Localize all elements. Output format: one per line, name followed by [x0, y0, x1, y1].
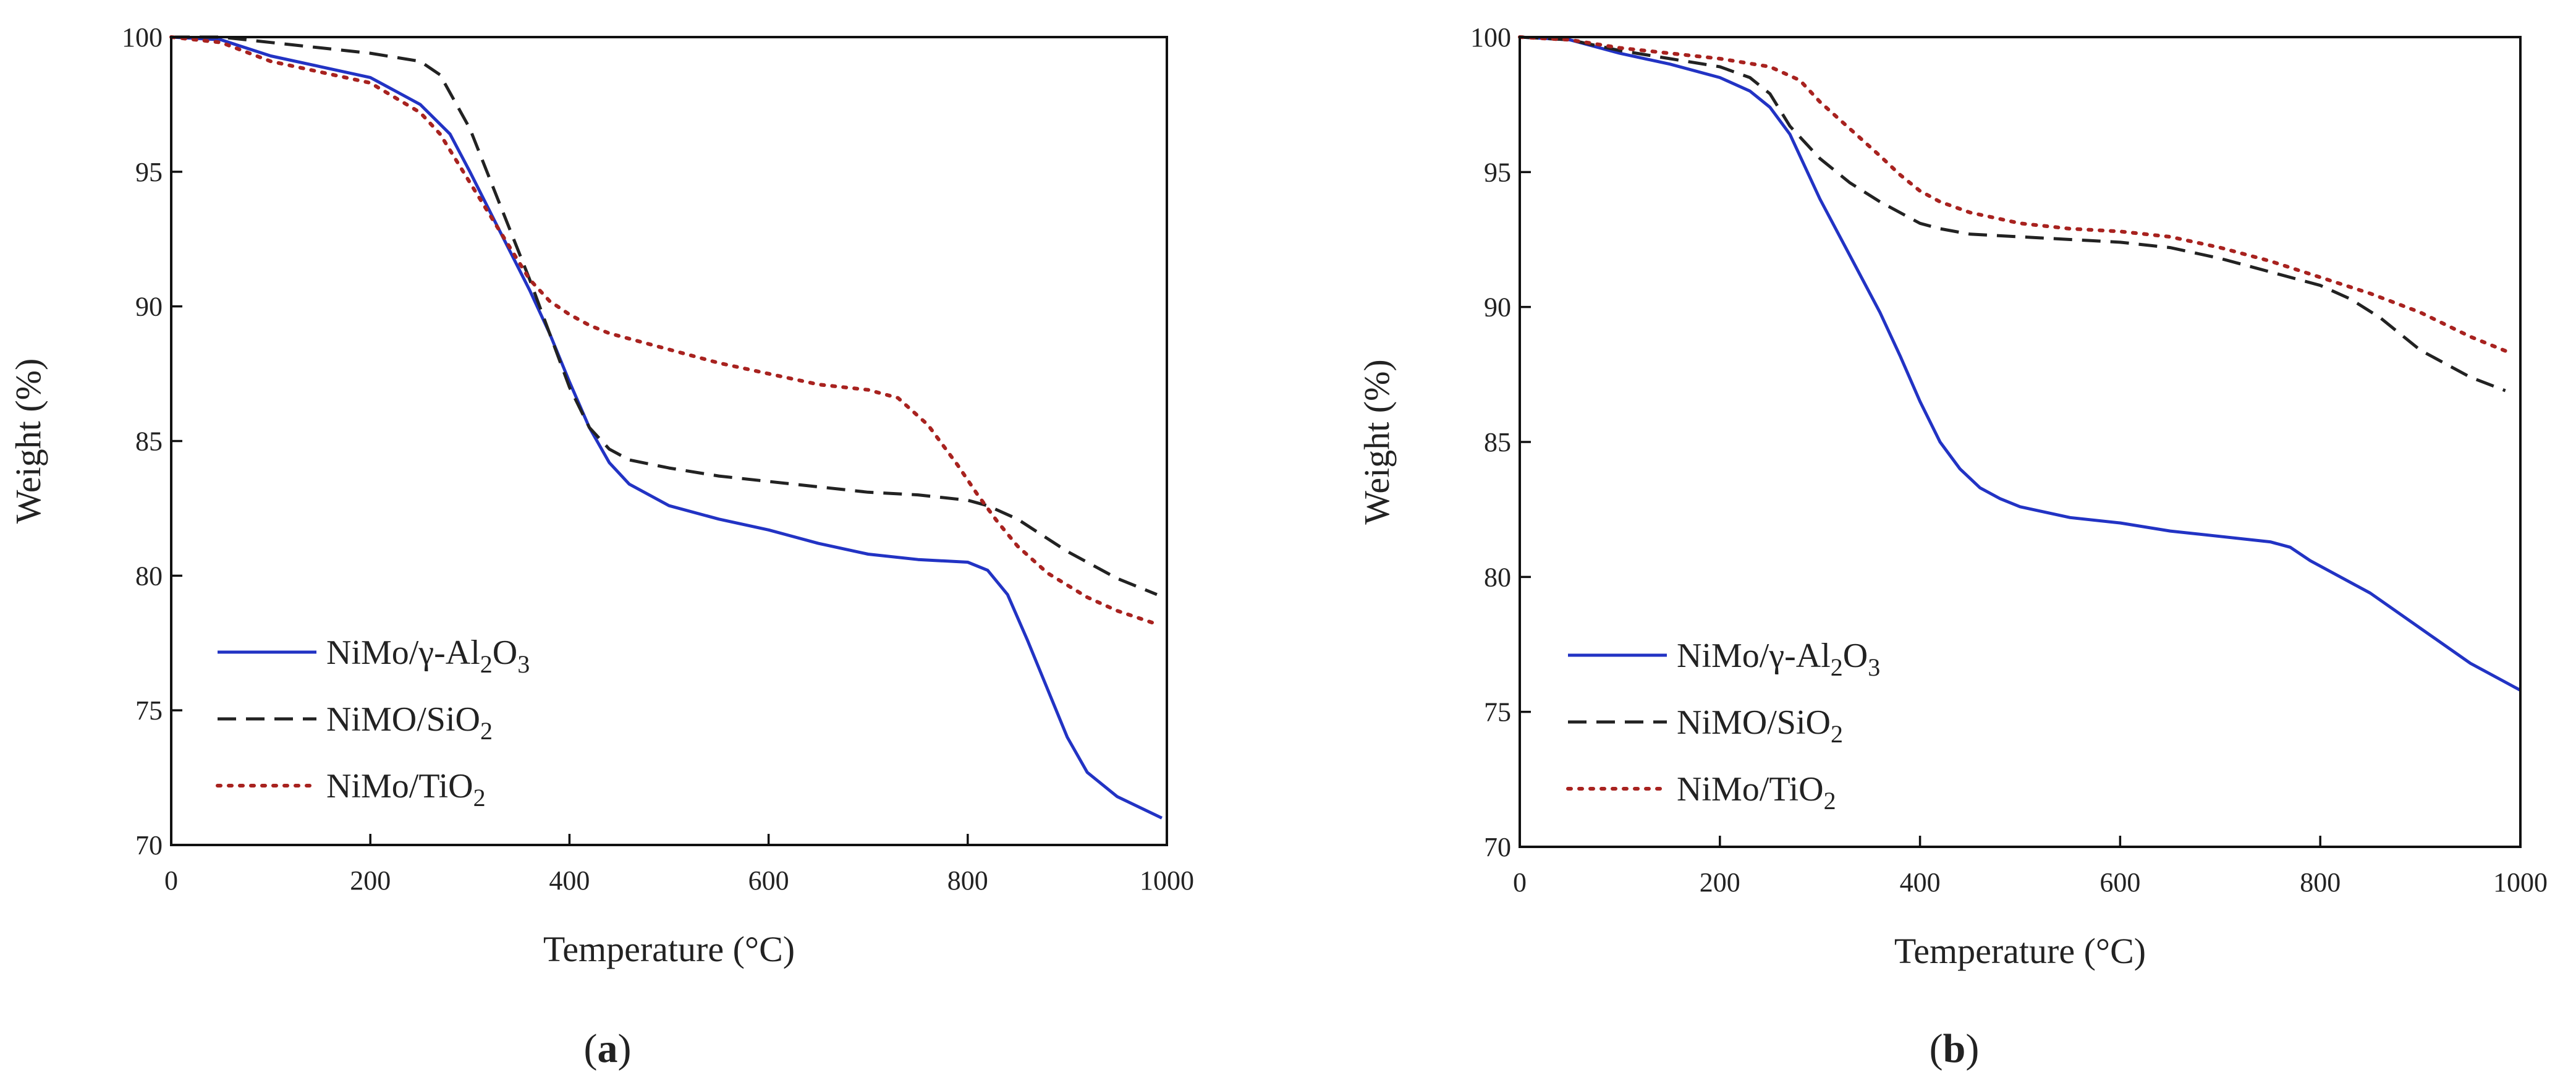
legend-label: NiMO/SiO2 — [1677, 703, 1843, 748]
legend-label: NiMo/γ-Al2O3 — [326, 634, 530, 678]
y-axis-title: Weight (%) — [1357, 359, 1397, 525]
legend-subscript: 2 — [480, 717, 493, 745]
y-tick-label: 100 — [122, 22, 163, 53]
y-tick-label: 90 — [1484, 292, 1511, 323]
legend-subscript: 3 — [1868, 653, 1880, 681]
y-tick-label: 75 — [1484, 697, 1511, 728]
legend-text: NiMO/SiO — [1677, 703, 1831, 742]
x-tick-label: 600 — [748, 865, 789, 896]
legend-label: NiMO/SiO2 — [326, 700, 493, 745]
x-tick-label: 0 — [164, 865, 178, 896]
x-tick-label: 200 — [1700, 867, 1740, 898]
y-tick-label: 100 — [1470, 22, 1511, 53]
x-tick-label: 600 — [2099, 867, 2140, 898]
legend-text: O — [493, 634, 517, 672]
legend-subscript: 2 — [1831, 720, 1843, 748]
series-line-tio2 — [1518, 35, 2512, 355]
series-line-al2o3 — [171, 35, 1163, 820]
y-tick-label: 75 — [135, 695, 163, 726]
legend-subscript: 2 — [480, 650, 493, 678]
y-tick-label: 80 — [135, 561, 163, 591]
panel-label-close: ) — [618, 1026, 632, 1071]
chart-panel-b: 0 200 400 600 800 1000 70 75 80 85 90 95 100 Temperat… — [1357, 22, 2548, 1071]
panel-label-open: ( — [584, 1026, 598, 1071]
series-line-al2o3 — [1519, 35, 2522, 692]
plot-frame — [1519, 36, 2522, 848]
panel-label: (a) — [584, 1026, 632, 1071]
y-tick-label: 85 — [135, 427, 163, 457]
chart-panel-a: 0 200 400 600 800 1000 70 75 80 85 90 95 100 Temperat… — [8, 22, 1194, 1071]
x-tick-label: 1000 — [2493, 867, 2548, 898]
legend-text: NiMo/γ-Al — [1677, 637, 1831, 675]
x-axis-title: Temperature (°C) — [543, 929, 795, 969]
y-tick-label: 80 — [1484, 562, 1511, 592]
series-line-sio2 — [1519, 35, 2506, 393]
panel-label: (b) — [1930, 1026, 1980, 1071]
panel-label-open: ( — [1930, 1026, 1943, 1071]
x-tick-label: 1000 — [1140, 865, 1194, 896]
legend-subscript: 3 — [517, 650, 530, 678]
panel-label-letter: a — [598, 1026, 618, 1071]
legend-text: O — [1843, 637, 1868, 675]
x-tick-label: 400 — [549, 865, 590, 896]
y-tick-label: 95 — [135, 157, 163, 187]
legend-text: NiMo/TiO — [1677, 770, 1824, 809]
plot-frame — [170, 36, 1168, 846]
legend-subscript: 2 — [1831, 653, 1843, 681]
panel-label-letter: b — [1943, 1026, 1966, 1071]
legend-label: NiMo/γ-Al2O3 — [1677, 637, 1880, 681]
series-line-tio2 — [169, 35, 1159, 626]
series-line-sio2 — [171, 35, 1158, 596]
y-tick-label: 85 — [1484, 427, 1511, 457]
x-axis-title: Temperature (°C) — [1894, 931, 2146, 971]
y-tick-label: 70 — [135, 830, 163, 860]
y-axis-title: Weight (%) — [8, 359, 48, 524]
legend-label: NiMo/TiO2 — [1677, 770, 1836, 815]
y-tick-label: 90 — [135, 292, 163, 322]
legend-label: NiMo/TiO2 — [326, 767, 486, 812]
legend-subscript: 2 — [473, 784, 486, 812]
x-tick-label: 800 — [947, 865, 988, 896]
x-tick-label: 400 — [1900, 867, 1941, 898]
legend-text: NiMO/SiO — [326, 700, 480, 739]
legend-subscript: 2 — [1824, 787, 1836, 815]
x-tick-label: 200 — [350, 865, 391, 896]
panel-label-close: ) — [1965, 1026, 1979, 1071]
legend-text: NiMo/TiO — [326, 767, 473, 805]
x-tick-label: 0 — [1513, 867, 1527, 898]
legend-text: NiMo/γ-Al — [326, 634, 480, 672]
y-tick-label: 95 — [1484, 157, 1511, 187]
y-tick-label: 70 — [1484, 832, 1511, 862]
x-tick-label: 800 — [2300, 867, 2341, 898]
